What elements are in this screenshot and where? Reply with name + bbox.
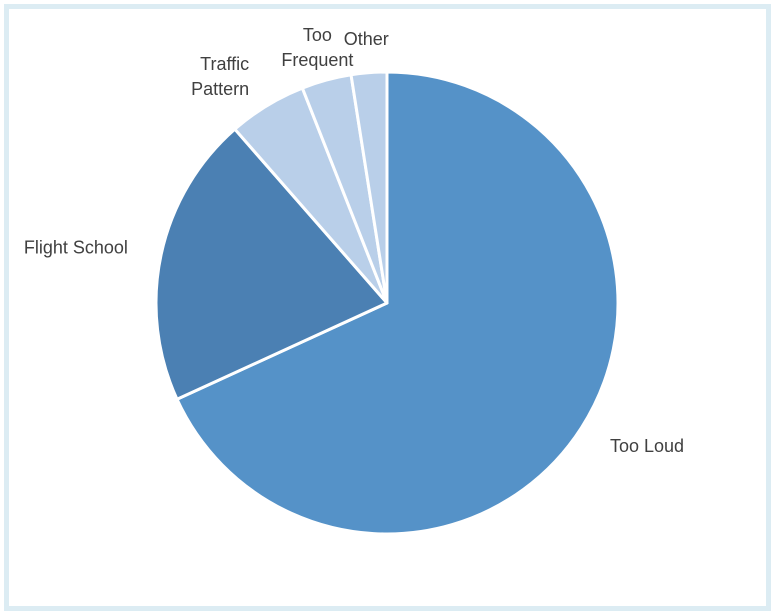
slice-label-flight-school: Flight School (24, 238, 128, 258)
pie-labels: Too Loud Flight School Traffic Pattern Too Fr… (24, 25, 684, 456)
pie-slices (154, 70, 620, 536)
slice-other[interactable] (349, 70, 389, 305)
slice-too-loud[interactable] (175, 70, 620, 536)
slice-label-too-frequent: Too Frequent (281, 25, 353, 70)
slice-flight-school[interactable] (154, 127, 389, 401)
slice-label-traffic-pattern: Traffic Pattern (191, 54, 249, 99)
slice-label-too-loud: Too Loud (610, 436, 684, 456)
slice-label-other: Other (344, 29, 389, 49)
